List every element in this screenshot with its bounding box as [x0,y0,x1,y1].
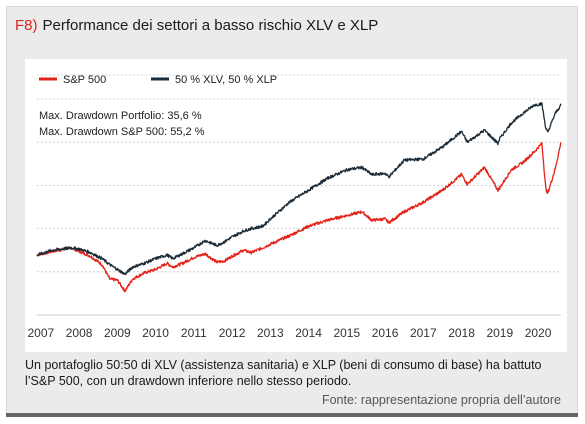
x-tick-label: 2013 [257,326,284,340]
x-tick-label: 2010 [142,326,169,340]
legend-label: S&P 500 [63,74,106,86]
figure-title: Performance dei settori a basso rischio … [42,17,379,34]
x-tick-label: 2009 [104,326,131,340]
x-tick-label: 2016 [372,326,399,340]
figure-header: F8) Performance dei settori a basso risch… [15,17,378,34]
line-chart: 2007 2008 2009 2010 2011 2012 2013 2014 2015 2016… [25,59,567,352]
x-tick-label: 2011 [181,326,207,340]
legend-label: 50 % XLV, 50 % XLP [175,74,277,86]
source-note: Fonte: rappresentazione propria dell’aut… [321,393,561,407]
figure-caption: Un portafoglio 50:50 di XLV (assistenza … [25,358,542,388]
sp500-line [36,141,562,293]
x-tick-label: 2012 [219,326,246,340]
drawdown-annotation: Max. Drawdown Portfolio: 35,6 % [39,110,202,122]
chart-area: 2007 2008 2009 2010 2011 2012 2013 2014 2015 2016… [25,59,567,352]
x-tick-label: 2008 [66,326,93,340]
drawdown-annotation: Max. Drawdown S&P 500: 55,2 % [39,126,205,138]
figure-panel: F8) Performance dei settori a basso risch… [6,6,578,414]
x-tick-label: 2019 [486,326,513,340]
bottom-rule [6,413,578,417]
x-tick-label: 2017 [410,326,437,340]
figure-label: F8) [15,17,38,34]
portfolio-line [36,102,562,276]
x-tick-label: 2018 [448,326,475,340]
x-tick-label: 2014 [295,326,322,340]
x-tick-label: 2015 [333,326,360,340]
x-tick-label: 2020 [525,326,552,340]
x-tick-label: 2007 [27,326,54,340]
chart-background [25,59,567,352]
